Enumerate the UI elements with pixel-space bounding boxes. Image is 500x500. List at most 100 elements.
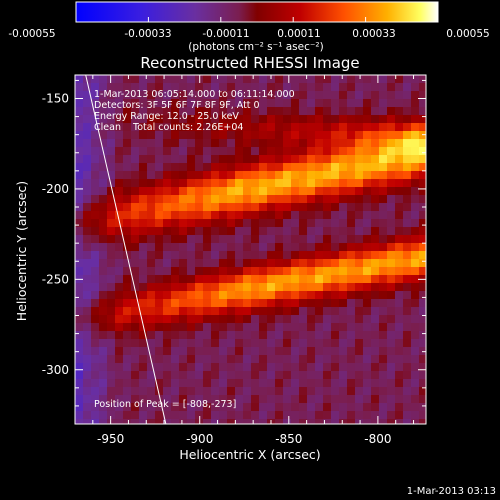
heatmap-cell: [75, 171, 83, 179]
heatmap-cell: [235, 347, 243, 355]
heatmap-cell: [411, 323, 419, 331]
heatmap-cell: [395, 251, 403, 259]
heatmap-cell: [371, 411, 379, 419]
heatmap-cell: [259, 395, 267, 403]
heatmap-cell: [307, 259, 315, 267]
heatmap-cell: [91, 267, 99, 275]
heatmap-cell: [411, 75, 419, 83]
heatmap-cell: [323, 379, 331, 387]
heatmap-cell: [315, 259, 323, 267]
heatmap-cell: [115, 275, 123, 283]
heatmap-cell: [291, 315, 299, 323]
heatmap-cell: [211, 275, 219, 283]
heatmap-cell: [75, 75, 83, 83]
heatmap-cell: [251, 371, 259, 379]
heatmap-cell: [123, 339, 131, 347]
heatmap-cell: [323, 347, 331, 355]
heatmap-cell: [323, 339, 331, 347]
heatmap-cell: [411, 395, 419, 403]
heatmap-cell: [363, 331, 371, 339]
heatmap-cell: [339, 171, 347, 179]
heatmap-cell: [195, 355, 203, 363]
heatmap-cell: [387, 155, 395, 163]
heatmap-cell: [107, 371, 115, 379]
heatmap-cell: [403, 203, 411, 211]
heatmap-cell: [203, 243, 211, 251]
heatmap-cell: [323, 131, 331, 139]
heatmap-cell: [363, 179, 371, 187]
heatmap-cell: [155, 211, 163, 219]
heatmap-cell: [363, 211, 371, 219]
heatmap-cell: [315, 379, 323, 387]
heatmap-cell: [419, 315, 426, 323]
heatmap-cell: [179, 267, 187, 275]
heatmap-cell: [387, 171, 395, 179]
heatmap-cell: [243, 155, 251, 163]
heatmap-cell: [379, 251, 387, 259]
heatmap-cell: [347, 411, 355, 419]
heatmap-cell: [163, 107, 171, 115]
heatmap-cell: [379, 115, 387, 123]
heatmap-cell: [331, 283, 339, 291]
heatmap-cell: [115, 307, 123, 315]
heatmap-cell: [267, 187, 275, 195]
heatmap-cell: [379, 195, 387, 203]
heatmap-cell: [75, 115, 83, 123]
heatmap-cell: [171, 83, 179, 91]
heatmap-cell: [403, 275, 411, 283]
heatmap-cell: [283, 387, 291, 395]
heatmap-cell: [179, 243, 187, 251]
heatmap-cell: [163, 171, 171, 179]
heatmap-cell: [83, 259, 91, 267]
heatmap-cell: [195, 411, 203, 419]
heatmap-cell: [203, 251, 211, 259]
heatmap-cell: [283, 411, 291, 419]
heatmap-cell: [259, 267, 267, 275]
heatmap-cell: [371, 139, 379, 147]
heatmap-cell: [131, 267, 139, 275]
heatmap-cell: [395, 123, 403, 131]
heatmap-cell: [171, 115, 179, 123]
heatmap-cell: [355, 291, 363, 299]
heatmap-cell: [275, 203, 283, 211]
heatmap-cell: [339, 411, 347, 419]
heatmap-cell: [179, 283, 187, 291]
heatmap-cell: [107, 355, 115, 363]
heatmap-cell: [75, 187, 83, 195]
heatmap-cell: [131, 83, 139, 91]
heatmap-cell: [115, 75, 123, 83]
heatmap-cell: [123, 371, 131, 379]
heatmap-cell: [171, 323, 179, 331]
heatmap-cell: [411, 123, 419, 131]
heatmap-cell: [323, 267, 331, 275]
heatmap-cell: [99, 267, 107, 275]
heatmap-cell: [291, 107, 299, 115]
annotation-detectors: Detectors: 3F 5F 6F 7F 8F 9F, Att 0: [94, 100, 260, 111]
heatmap-cell: [107, 363, 115, 371]
heatmap-cell: [411, 251, 419, 259]
heatmap-cell: [395, 243, 403, 251]
heatmap-cell: [251, 115, 259, 123]
heatmap-cell: [131, 227, 139, 235]
heatmap-cell: [179, 147, 187, 155]
heatmap-cell: [195, 123, 203, 131]
limb-line: [85, 75, 167, 424]
heatmap-cell: [83, 195, 91, 203]
heatmap-cell: [107, 283, 115, 291]
heatmap-cell: [115, 411, 123, 419]
heatmap-cell: [267, 347, 275, 355]
heatmap-cell: [315, 291, 323, 299]
heatmap-cell: [347, 355, 355, 363]
heatmap-cell: [371, 203, 379, 211]
heatmap-cell: [267, 107, 275, 115]
heatmap-cell: [235, 227, 243, 235]
heatmap-cell: [315, 211, 323, 219]
heatmap-cell: [171, 195, 179, 203]
heatmap-cell: [331, 387, 339, 395]
heatmap-cell: [371, 275, 379, 283]
heatmap-cell: [171, 395, 179, 403]
heatmap-cell: [179, 339, 187, 347]
heatmap-cell: [403, 211, 411, 219]
heatmap-cell: [123, 235, 131, 243]
heatmap-cell: [379, 243, 387, 251]
